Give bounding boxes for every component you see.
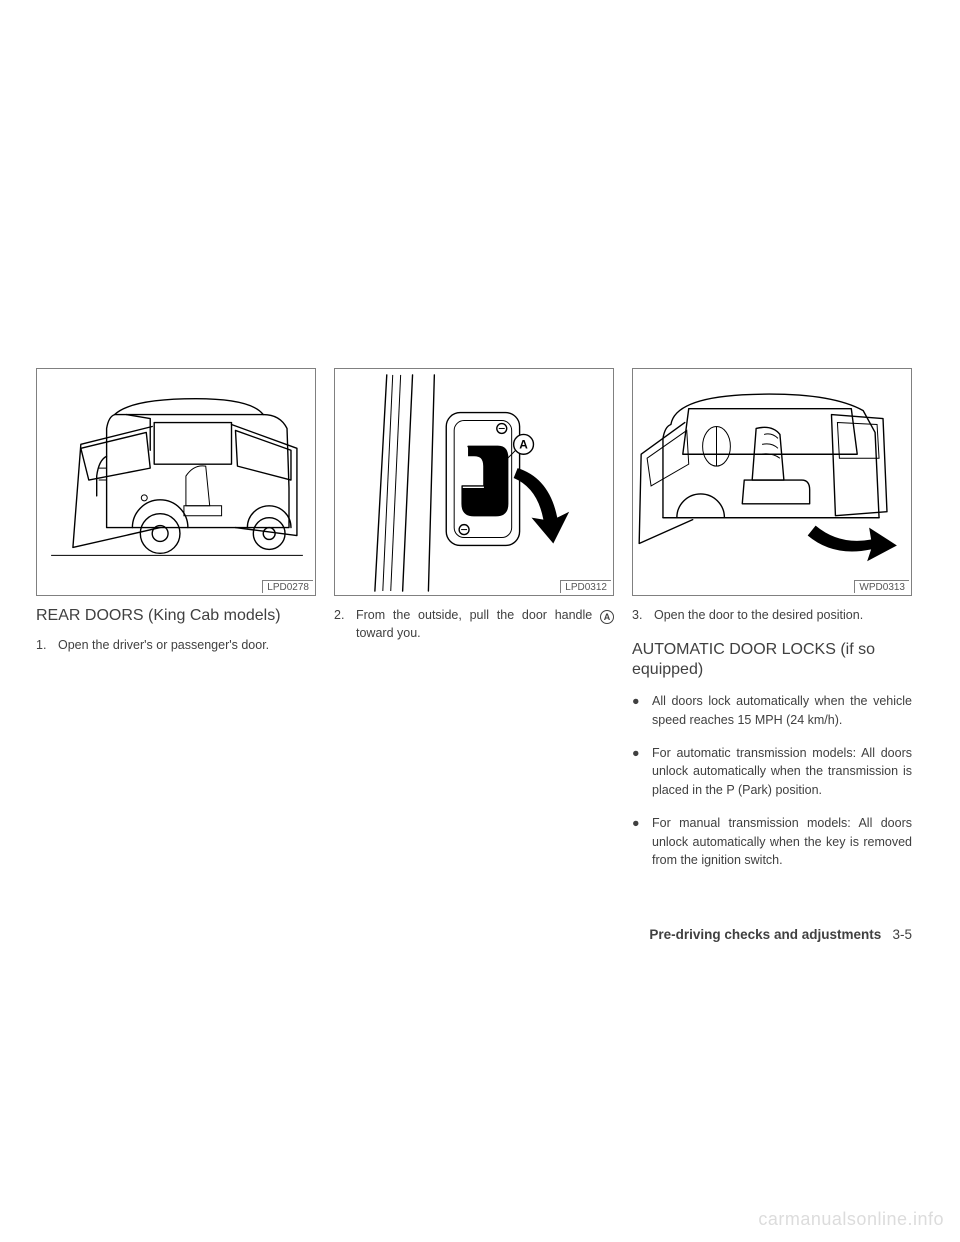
list-item: 2. From the outside, pull the door handl… [334,606,614,642]
figure-door-handle: A LPD0312 [334,368,614,596]
bullet-list: ● All doors lock automatically when the … [632,692,912,884]
step-text-post: toward you. [356,626,421,640]
ordered-list: 3. Open the door to the desired position… [632,606,912,630]
list-text: Open the door to the desired position. [654,606,863,624]
list-text: Open the driver's or passenger's door. [58,636,269,654]
list-number: 1. [36,636,50,654]
list-number: 3. [632,606,646,624]
bullet-item: ● For automatic transmission models: All… [632,744,912,800]
ordered-list: 1. Open the driver's or passenger's door… [36,636,316,660]
bullet-marker: ● [632,744,642,800]
step-text-pre: From the outside, pull the door handle [356,608,600,622]
left-column: LPD0278 REAR DOORS (King Cab models) 1. … [36,368,316,884]
truck-open-doors-icon [37,369,315,595]
ordered-list: 2. From the outside, pull the door handl… [334,606,614,648]
door-handle-icon: A [335,369,613,595]
right-column: WPD0313 3. Open the door to the desired … [632,368,912,884]
list-item: 3. Open the door to the desired position… [632,606,912,624]
bullet-marker: ● [632,692,642,730]
figure-open-door-seat: WPD0313 [632,368,912,596]
footer-page-number: 3-5 [892,927,912,942]
middle-column: A LPD0312 2. From the outside, pull the … [334,368,614,884]
bullet-marker: ● [632,814,642,870]
figure-code: WPD0313 [854,580,909,593]
bullet-text: All doors lock automatically when the ve… [652,692,912,730]
open-door-interior-icon [633,369,911,595]
list-item: 1. Open the driver's or passenger's door… [36,636,316,654]
figure-code: LPD0312 [560,580,611,593]
list-text: From the outside, pull the door handle A… [356,606,614,642]
figure-code: LPD0278 [262,580,313,593]
figure-rear-doors-truck: LPD0278 [36,368,316,596]
bullet-text: For automatic transmission models: All d… [652,744,912,800]
footer-section: Pre-driving checks and adjustments [649,927,881,942]
list-number: 2. [334,606,348,642]
bullet-item: ● All doors lock automatically when the … [632,692,912,730]
watermark: carmanualsonline.info [758,1209,944,1230]
callout-a-label: A [519,437,528,451]
inline-callout-a: A [600,610,614,624]
section-heading-rear-doors: REAR DOORS (King Cab models) [36,606,316,626]
bullet-item: ● For manual transmission models: All do… [632,814,912,870]
section-heading-auto-locks: AUTOMATIC DOOR LOCKS (if so equipped) [632,640,912,680]
column-layout: LPD0278 REAR DOORS (King Cab models) 1. … [36,368,924,884]
manual-page: LPD0278 REAR DOORS (King Cab models) 1. … [0,0,960,1242]
page-footer: Pre-driving checks and adjustments 3-5 [649,927,912,942]
bullet-text: For manual transmission models: All door… [652,814,912,870]
